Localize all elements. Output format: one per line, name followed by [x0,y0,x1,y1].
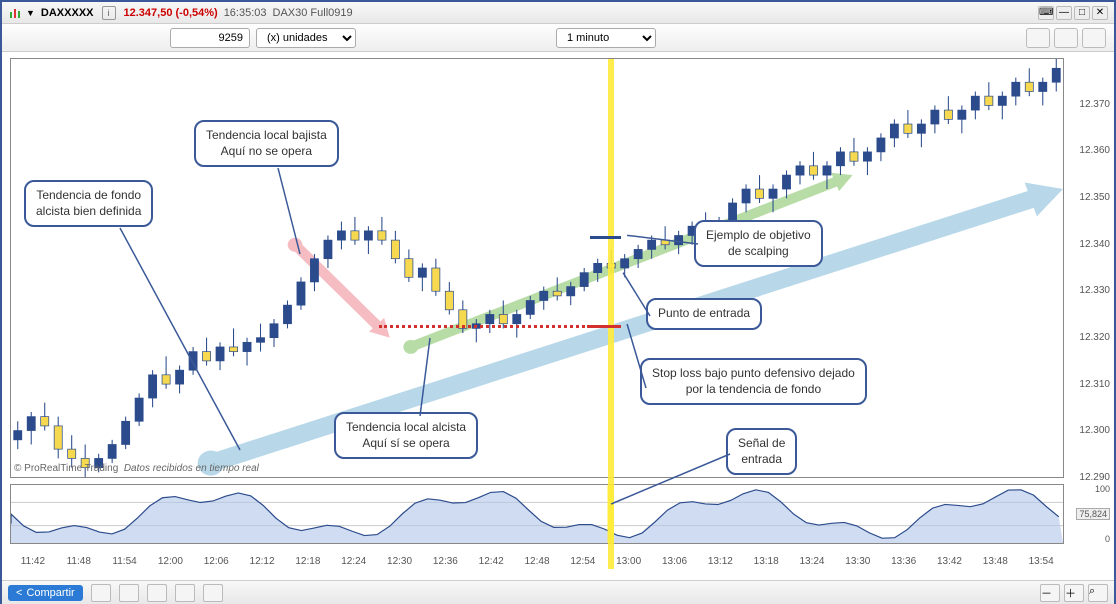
stop-dotted-line [379,325,589,328]
keyboard-icon[interactable]: ⌨ [1038,6,1054,20]
maximize-button[interactable]: □ [1074,6,1090,20]
time-axis: 11:4211:4811:5412:0012:0612:1212:1812:24… [10,548,1064,572]
titlebar: ▼ DAXXXXX i 12.347,50 (-0,54%) 16:35:03 … [2,2,1114,24]
dropdown-arrow-icon[interactable]: ▼ [26,8,35,18]
callout-target: Ejemplo de objetivode scalping [694,220,823,267]
entry-vline [608,59,614,569]
indicator-axis: 100 75,824 0 [1066,484,1110,544]
zoom-out-icon[interactable]: － [1040,584,1060,602]
callout-entry: Punto de entrada [646,298,762,330]
stop-solid-line [590,325,622,328]
price-axis: 12.29012.30012.31012.32012.33012.34012.3… [1066,58,1110,478]
timestamp: 16:35:03 [224,7,267,19]
toolbar: (x) unidades 1 minuto [2,24,1114,52]
last-price: 12.347,50 (-0,54%) [124,7,218,19]
tool-5[interactable] [203,584,223,602]
tool-1[interactable] [91,584,111,602]
minimize-button[interactable]: — [1056,6,1072,20]
callout-stop: Stop loss bajo punto defensivo dejadopor… [640,358,867,405]
target-line [590,236,622,239]
statusbar: < Compartir － ＋ ⌕ [2,580,1114,604]
tool-2[interactable] [119,584,139,602]
symbol: DAXXXXX [41,7,94,19]
close-button[interactable]: ✕ [1092,6,1108,20]
indicator-panel[interactable] [10,484,1064,544]
credit: © ProRealTime Trading Datos recibidos en… [14,463,259,474]
quantity-input[interactable] [170,28,250,48]
refresh-icon[interactable] [1082,28,1106,48]
tool-4[interactable] [175,584,195,602]
timeframe-select[interactable]: 1 minuto [556,28,656,48]
share-icon: < [16,587,22,599]
tool-3[interactable] [147,584,167,602]
callout-local-bear: Tendencia local bajistaAquí no se opera [194,120,339,167]
share-button[interactable]: < Compartir [8,585,83,601]
indicator-icon[interactable] [1054,28,1078,48]
zoom-in-icon[interactable]: ＋ [1064,584,1084,602]
instrument-name: DAX30 Full0919 [273,7,353,19]
units-select[interactable]: (x) unidades [256,28,356,48]
info-icon[interactable]: i [102,6,116,20]
app-icon [8,6,22,20]
callout-trend-bg: Tendencia de fondoalcista bien definida [24,180,153,227]
callout-signal: Señal deentrada [726,428,797,475]
chart-style-icon[interactable] [1026,28,1050,48]
callout-local-bull: Tendencia local alcistaAquí sí se opera [334,412,478,459]
chart-area: 12.29012.30012.31012.32012.33012.34012.3… [2,52,1114,580]
zoom-reset-icon[interactable]: ⌕ [1088,584,1108,602]
main-chart[interactable] [10,58,1064,478]
